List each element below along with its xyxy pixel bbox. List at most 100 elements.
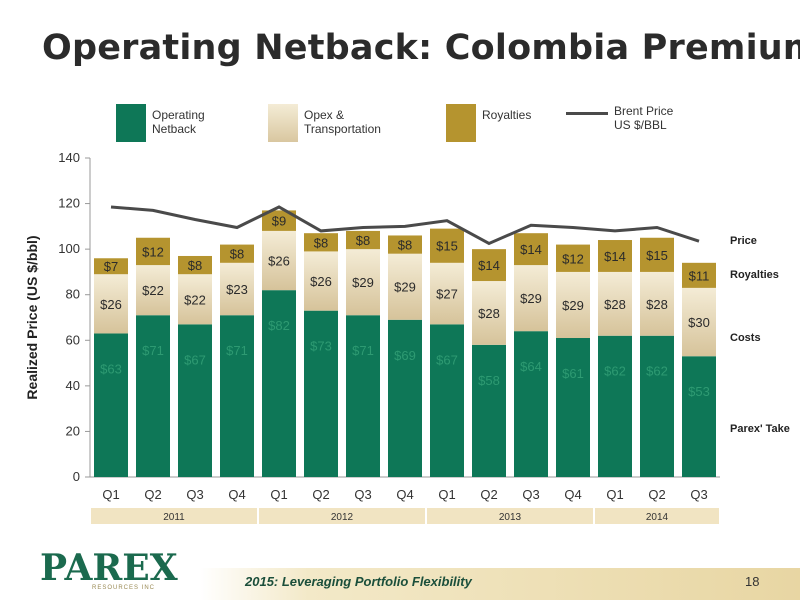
bar-operating-netback-11 [556,338,590,477]
data-label-1-4: $26 [268,254,290,269]
bar-royalties-12 [598,240,632,272]
bar-operating-netback-4 [262,290,296,477]
data-label-0-8: $67 [436,352,458,367]
right-label-0: Price [730,235,757,247]
data-label-2-2: $8 [188,258,202,273]
x-tick-label-6: Q3 [354,487,371,502]
data-label-2-1: $12 [142,244,164,259]
legend-label-royalties: Royalties [482,108,532,122]
bar-royalties-1 [136,237,170,266]
data-label-0-7: $69 [394,348,416,363]
data-label-1-7: $29 [394,280,416,295]
x-tick-label-13: Q2 [648,487,665,502]
footer-text: 2015: Leveraging Portfolio Flexibility [245,574,472,589]
bar-opex-transportation-1 [136,265,170,316]
data-label-1-8: $27 [436,287,458,302]
data-label-2-10: $14 [520,242,542,257]
data-label-2-8: $15 [436,239,458,254]
data-label-1-11: $29 [562,298,584,313]
y-tick-label: 80 [66,287,80,302]
data-label-1-0: $26 [100,297,122,312]
bar-opex-transportation-8 [430,262,464,325]
brent-price-line [110,205,700,246]
x-tick-label-9: Q2 [480,487,497,502]
year-label-2014: 2014 [646,512,669,523]
year-label-2012: 2012 [331,512,354,523]
data-label-0-13: $62 [646,364,668,379]
year-band-2014 [595,508,719,524]
x-tick-label-3: Q4 [228,487,245,502]
data-label-0-12: $62 [604,364,626,379]
y-tick-label: 60 [66,332,80,347]
bar-opex-transportation-10 [514,265,548,332]
logo-text: PAREX [40,547,178,589]
data-label-1-2: $22 [184,292,206,307]
data-label-0-9: $58 [478,373,500,388]
data-label-0-6: $71 [352,343,374,358]
data-label-2-5: $8 [314,235,328,250]
bar-opex-transportation-5 [304,251,338,311]
year-band-2011 [91,508,257,524]
bar-operating-netback-1 [136,315,170,477]
bar-operating-netback-2 [178,324,212,477]
right-label-3: Parex' Take [730,423,790,435]
data-label-0-5: $73 [310,339,332,354]
y-tick-label: 0 [73,469,80,484]
data-label-0-14: $53 [688,384,710,399]
bar-opex-transportation-2 [178,274,212,325]
bar-operating-netback-6 [346,315,380,477]
bar-opex-transportation-3 [220,262,254,316]
bar-royalties-4 [262,210,296,231]
y-tick-label: 100 [58,241,80,256]
bar-operating-netback-0 [94,333,128,477]
footer-band [200,568,800,600]
data-label-2-3: $8 [230,247,244,262]
right-label-1: Royalties [730,269,779,281]
legend-swatch-operating-netback [116,104,146,142]
bar-opex-transportation-6 [346,249,380,316]
data-label-2-14: $11 [689,268,710,283]
year-label-2011: 2011 [163,512,185,523]
bar-operating-netback-9 [472,344,506,477]
legend-line-brent-price [566,112,608,115]
data-label-1-9: $28 [478,306,500,321]
bar-opex-transportation-13 [640,271,674,336]
bar-opex-transportation-4 [262,230,296,291]
data-label-1-6: $29 [352,275,374,290]
bar-operating-netback-10 [514,331,548,477]
bar-royalties-13 [640,237,674,272]
bar-royalties-2 [178,255,212,275]
y-tick-label: 40 [66,378,80,393]
data-label-2-4: $9 [272,214,286,229]
x-tick-label-1: Q2 [144,487,161,502]
data-label-2-0: $7 [104,259,118,274]
parex-logo: PAREX [40,547,178,589]
data-label-0-11: $61 [562,366,584,381]
data-label-1-1: $22 [142,283,164,298]
bar-opex-transportation-7 [388,253,422,320]
data-label-2-13: $15 [646,248,668,263]
bar-royalties-7 [388,235,422,254]
bar-operating-netback-5 [304,310,338,477]
y-tick-label: 20 [66,423,80,438]
data-label-1-5: $26 [310,274,332,289]
bar-royalties-0 [94,258,128,275]
x-tick-label-0: Q1 [102,487,119,502]
data-label-2-7: $8 [398,238,412,253]
x-tick-label-11: Q4 [564,487,581,502]
bar-operating-netback-8 [430,324,464,477]
page-title: Operating Netback: Colombia Premium [42,28,800,68]
bar-opex-transportation-11 [556,271,590,339]
x-tick-label-12: Q1 [606,487,623,502]
bar-operating-netback-14 [682,356,716,477]
bar-operating-netback-13 [640,335,674,477]
bar-royalties-5 [304,233,338,252]
right-label-2: Costs [730,332,761,344]
data-label-2-12: $14 [604,249,626,264]
data-label-0-0: $63 [100,361,122,376]
bar-royalties-8 [430,228,464,263]
bar-opex-transportation-9 [472,281,506,345]
bar-royalties-14 [682,262,716,288]
page-number: 18 [745,574,760,589]
